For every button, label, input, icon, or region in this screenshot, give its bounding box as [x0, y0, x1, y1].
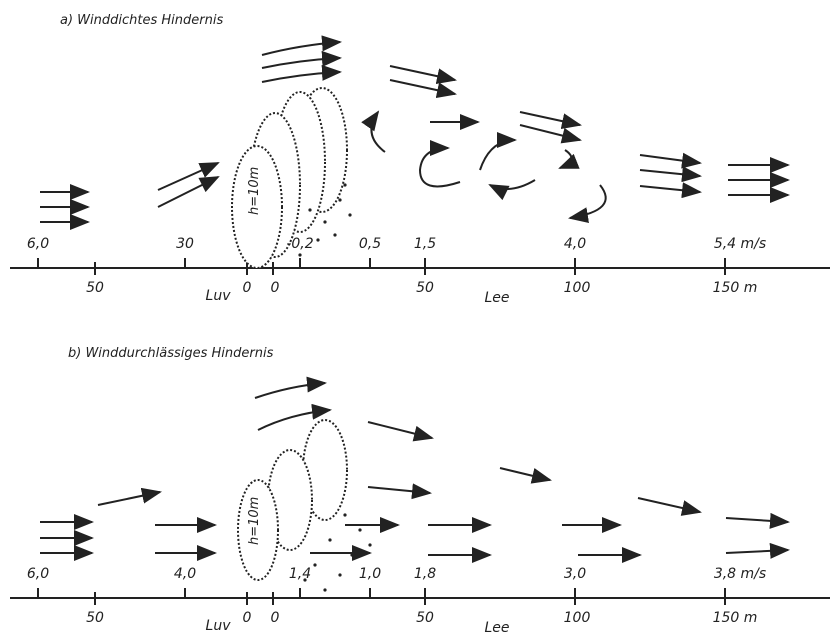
distance-label: Luv [206, 618, 232, 634]
diagram: a) Winddichtes Hindernis h=10m 6,0 30 -0,2… [0, 0, 835, 642]
distance-label: 0 [243, 610, 252, 626]
panel-b: b) Winddurchlässiges Hindernis h=10m 6,0… [10, 346, 830, 636]
speed-label: 1,5 [414, 236, 436, 252]
distance-label: 150 m [713, 610, 758, 626]
distance-label: 0 [271, 610, 280, 626]
panel-a: a) Winddichtes Hindernis h=10m 6,0 30 -0,2… [10, 13, 830, 306]
distance-label: 50 [416, 280, 434, 296]
speed-label: 1,0 [359, 566, 381, 582]
speed-label: 3,0 [564, 566, 586, 582]
speed-label: 30 [176, 236, 194, 252]
distance-label: 100 [564, 280, 591, 296]
speed-label: 0,5 [359, 236, 381, 252]
ticks [38, 258, 725, 275]
distance-label: 0 [243, 280, 252, 296]
speed-label: -0,2 [286, 236, 313, 252]
speed-label: 3,8 m/s [714, 566, 766, 582]
distance-label: 50 [86, 280, 104, 296]
distance-label: Lee [484, 290, 509, 306]
distance-label: 0 [271, 280, 280, 296]
speed-label: 4,0 [174, 566, 196, 582]
tree-label: h=10m [247, 497, 262, 545]
speed-label: 5,4 m/s [714, 236, 766, 252]
distance-label: 50 [86, 610, 104, 626]
distance-label: 100 [564, 610, 591, 626]
ticks [38, 588, 725, 605]
speed-label: 6,0 [27, 236, 49, 252]
speed-label: 4,0 [564, 236, 586, 252]
speed-label: 6,0 [27, 566, 49, 582]
distance-label: 150 m [713, 280, 758, 296]
distance-label: 50 [416, 610, 434, 626]
wind-arrows [40, 383, 788, 555]
panel-title: a) Winddichtes Hindernis [60, 13, 223, 28]
tree-label: h=10m [247, 167, 262, 215]
distance-label: Luv [206, 288, 232, 304]
panel-title: b) Winddurchlässiges Hindernis [68, 346, 274, 361]
speed-label: 1,8 [414, 566, 436, 582]
distance-label: Lee [484, 620, 509, 636]
wind-arrows [40, 42, 788, 222]
speed-label: 1,4 [289, 566, 311, 582]
